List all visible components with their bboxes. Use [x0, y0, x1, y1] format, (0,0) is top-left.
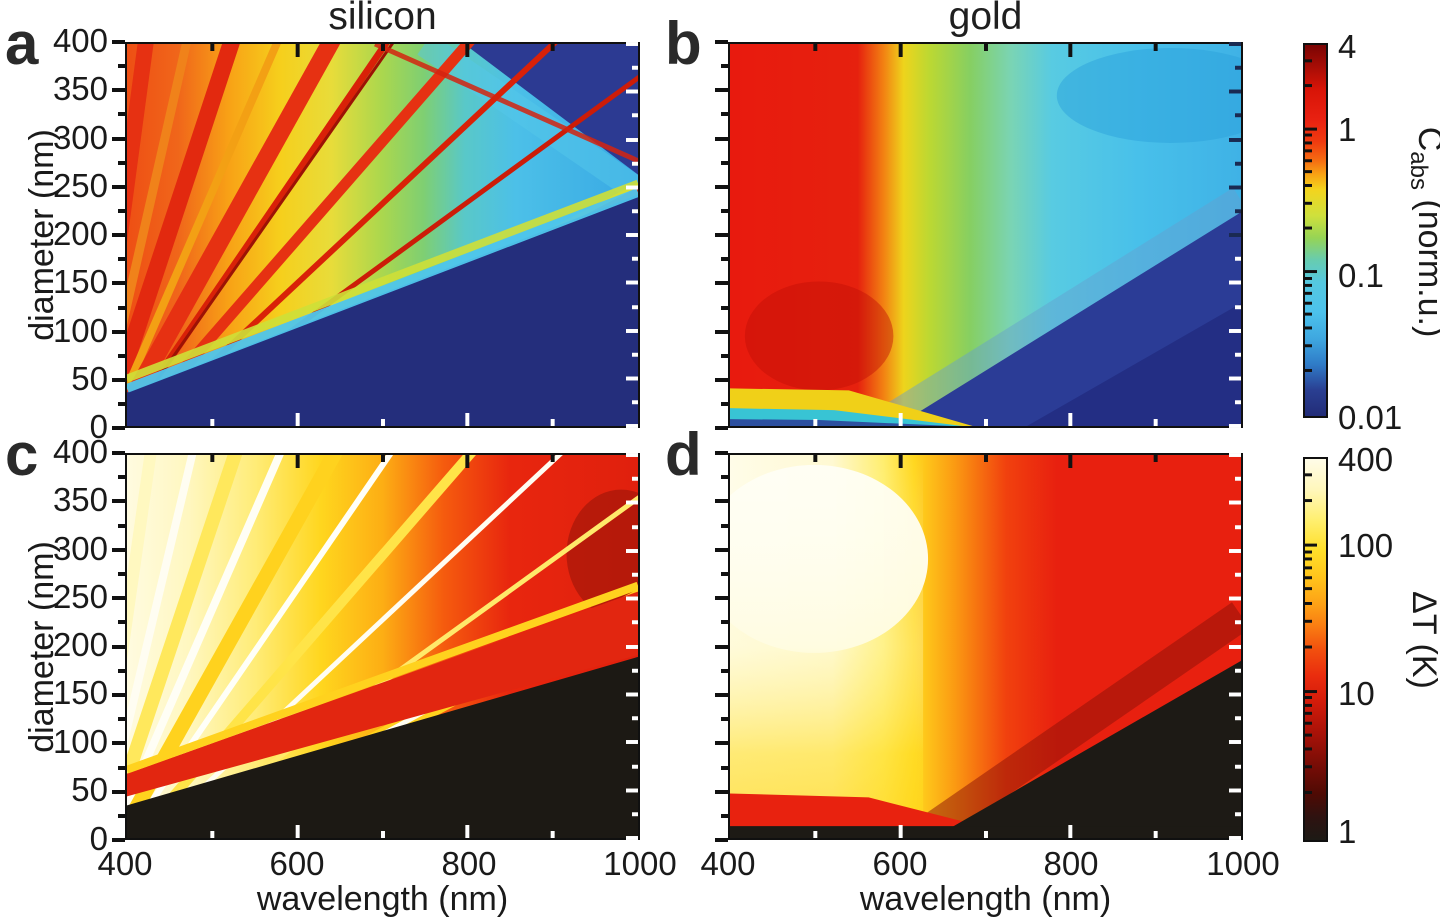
y-ticks-right-b-lower	[1229, 256, 1241, 428]
x-ticks-bottom-a	[210, 413, 555, 426]
y-tick-label: 0	[89, 408, 108, 445]
cabs-subscript: abs	[1405, 151, 1433, 190]
colorbar-cabs-title: Cabs (norm.u.)	[1400, 127, 1440, 338]
x-ticks-top-d	[813, 455, 1158, 468]
x-ticks-top-b	[813, 44, 1158, 57]
y-ticks-left-c	[112, 451, 125, 842]
y-ticks-left-d	[715, 451, 728, 842]
y-tick-label: 350	[52, 481, 108, 518]
colorbar-tick-label: 1	[1338, 813, 1357, 850]
x-ticks-top-a	[210, 44, 555, 57]
heatmap-panel-a-silicon-cabs	[125, 42, 640, 428]
y-tick-label: 0	[89, 820, 108, 857]
cabs-symbol: C	[1411, 127, 1440, 152]
panel-letter-a: a	[5, 10, 39, 77]
x-tick-label: 400	[97, 845, 153, 882]
y-tick-label: 200	[52, 626, 108, 663]
colorbar-tick-label: 1	[1338, 111, 1357, 148]
y-tick-label: 250	[52, 578, 108, 615]
x-tick-label: 1000	[603, 845, 677, 882]
y-ticks-right-c	[626, 453, 638, 840]
heatmap-panel-c-silicon-dt	[125, 453, 640, 840]
x-tick-label: 600	[872, 845, 928, 882]
heatmap-d-image	[730, 455, 1241, 838]
colorbar-tick-label: 10	[1338, 675, 1375, 712]
y-tick-label: 50	[71, 771, 108, 808]
y-ticks-right-a	[626, 42, 638, 428]
heatmap-panel-d-gold-dt	[728, 453, 1243, 840]
y-ticks-right-b-upper	[1229, 42, 1241, 237]
y-tick-label: 250	[52, 167, 108, 204]
x-tick-label: 1000	[1206, 845, 1280, 882]
y-tick-label: 300	[52, 119, 108, 156]
cabs-unit: (norm.u.)	[1410, 199, 1440, 338]
colorbar-dt-title: ΔT (K)	[1405, 591, 1440, 689]
y-tick-label: 200	[52, 215, 108, 252]
y-tick-label: 350	[52, 70, 108, 107]
y-tick-label: 150	[52, 263, 108, 300]
y-tick-label: 150	[52, 674, 108, 711]
heatmap-b-image	[730, 44, 1241, 426]
panel-letter-c: c	[5, 421, 39, 488]
column-title-gold: gold	[948, 0, 1023, 38]
column-title-silicon: silicon	[328, 0, 437, 38]
colorbar-tick-label: 400	[1338, 441, 1394, 478]
y-tick-label: 100	[52, 723, 108, 760]
colorbar-cabs-ticks	[1305, 59, 1317, 372]
colorbar-tick-label: 0.1	[1338, 257, 1384, 294]
x-ticks-bottom-d	[813, 825, 1158, 838]
x-ticks-top-c	[210, 455, 555, 468]
x-ticks-bottom-c	[210, 825, 555, 838]
x-tick-label: 400	[700, 845, 756, 882]
panel-letter-d: d	[665, 421, 702, 488]
heatmap-a-image	[127, 44, 638, 426]
y-tick-label: 100	[52, 312, 108, 349]
colorbar-dt-ticks	[1305, 473, 1317, 794]
y-ticks-right-d	[1229, 453, 1241, 840]
y-tick-label: 400	[52, 22, 108, 59]
x-tick-label: 800	[441, 845, 497, 882]
y-ticks-left-b	[715, 40, 728, 430]
x-axis-label-right: wavelength (nm)	[859, 880, 1112, 917]
colorbar-tick-label: 100	[1338, 527, 1394, 564]
panel-letter-b: b	[665, 10, 702, 77]
colorbar-tick-label: 0.01	[1338, 399, 1403, 436]
heatmap-panel-b-gold-cabs	[728, 42, 1243, 428]
y-tick-label: 400	[52, 433, 108, 470]
heatmap-c-image	[127, 455, 638, 838]
x-axis-label-left: wavelength (nm)	[256, 880, 509, 917]
x-tick-label: 600	[269, 845, 325, 882]
x-ticks-bottom-b	[813, 413, 1158, 426]
colorbar-cabs	[1303, 43, 1328, 418]
colorbar-dt-gradient	[1305, 459, 1326, 840]
y-tick-label: 300	[52, 530, 108, 567]
y-ticks-left-a	[112, 40, 125, 430]
colorbar-dt	[1303, 457, 1328, 842]
colorbar-tick-label: 4	[1338, 28, 1357, 65]
y-tick-label: 50	[71, 360, 108, 397]
colorbar-cabs-gradient	[1305, 45, 1326, 416]
x-tick-label: 800	[1043, 845, 1099, 882]
